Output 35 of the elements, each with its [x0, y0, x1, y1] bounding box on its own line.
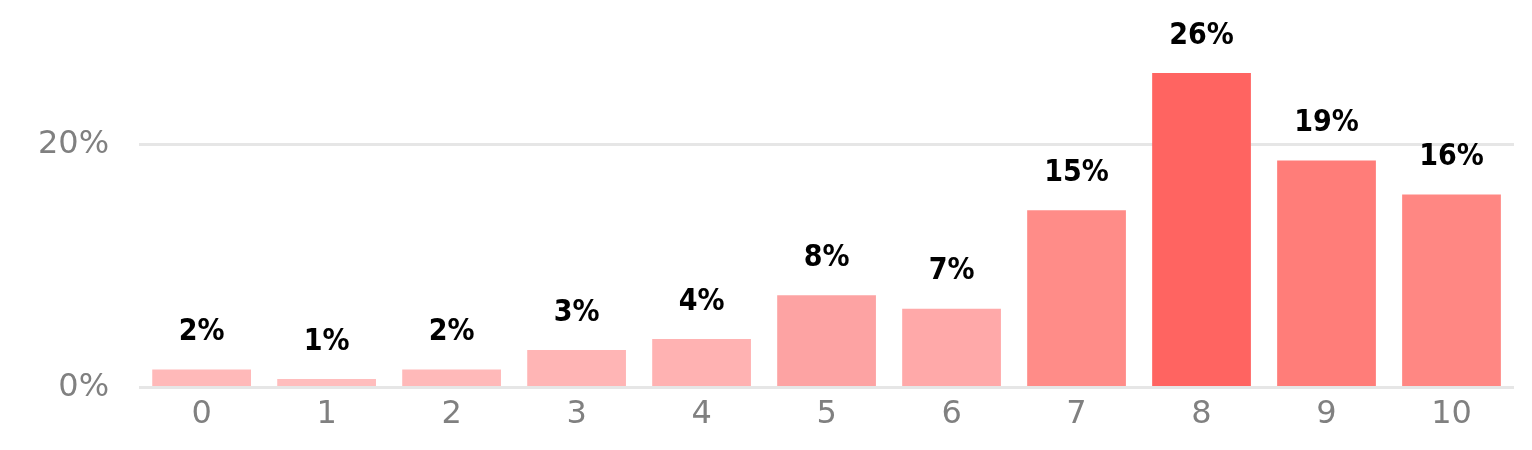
- y-tick-label: 20%: [38, 122, 110, 161]
- x-tick-label: 10: [1431, 393, 1472, 432]
- bar: [1277, 160, 1376, 387]
- x-tick-label: 1: [316, 393, 337, 432]
- x-tick-label: 6: [941, 393, 962, 432]
- data-label: 26%: [1169, 15, 1234, 51]
- x-tick-label: 0: [191, 393, 212, 432]
- bar: [902, 308, 1001, 387]
- bar: [402, 369, 501, 387]
- x-tick-label: 9: [1316, 393, 1337, 432]
- x-tick-label: 8: [1191, 393, 1212, 432]
- data-label: 1%: [303, 321, 350, 357]
- data-label: 8%: [803, 238, 850, 274]
- x-tick-label: 3: [566, 393, 587, 432]
- data-label: 19%: [1294, 103, 1359, 139]
- x-tick-label: 2: [441, 393, 462, 432]
- x-tick-label: 7: [1066, 393, 1087, 432]
- bar: [1027, 210, 1126, 387]
- bar: [152, 369, 251, 387]
- y-tick-label: 0%: [58, 365, 110, 404]
- data-label: 15%: [1044, 153, 1109, 189]
- x-tick-label: 4: [691, 393, 712, 432]
- bar: [777, 295, 876, 387]
- data-label: 4%: [678, 281, 725, 317]
- bar: [527, 349, 626, 387]
- data-label: 7%: [928, 251, 975, 287]
- bar: [1152, 73, 1251, 387]
- bar: [1402, 194, 1501, 387]
- x-tick-label: 5: [816, 393, 837, 432]
- bar: [277, 379, 376, 387]
- bar: [652, 339, 751, 387]
- data-label: 2%: [178, 312, 225, 348]
- data-label: 16%: [1419, 137, 1484, 173]
- data-label: 3%: [553, 292, 600, 328]
- data-label: 2%: [428, 312, 475, 348]
